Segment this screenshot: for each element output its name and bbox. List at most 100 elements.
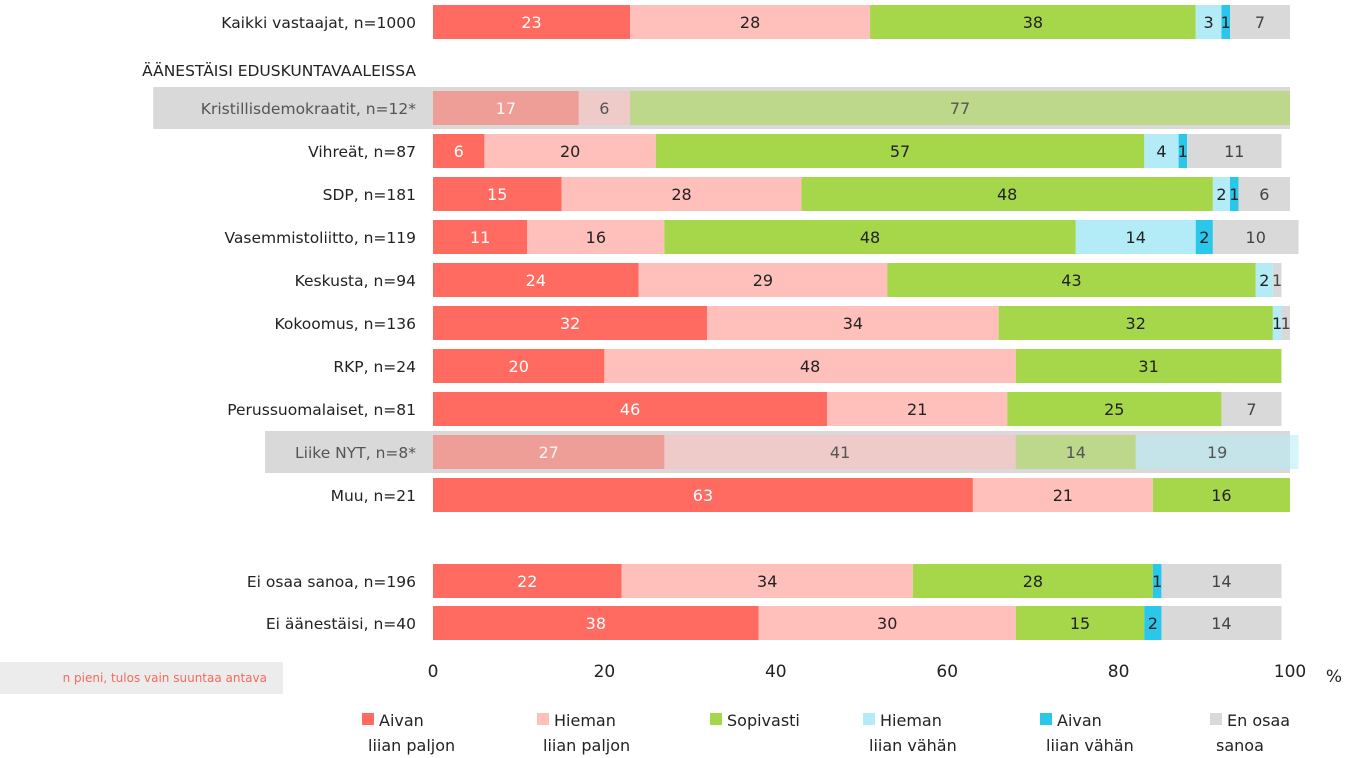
data-label: 63 bbox=[693, 486, 713, 505]
data-label: 29 bbox=[753, 271, 773, 290]
data-label: 32 bbox=[1126, 314, 1146, 333]
bar-segment bbox=[621, 564, 913, 598]
bar-segment bbox=[655, 134, 1145, 168]
bar-segment bbox=[630, 91, 1290, 125]
category-label: Vihreät, n=87 bbox=[308, 143, 416, 161]
bar-segment bbox=[1212, 220, 1299, 254]
bar-segment bbox=[433, 606, 759, 640]
data-label: 14 bbox=[1126, 228, 1146, 247]
data-label: 38 bbox=[586, 614, 606, 633]
data-label: 11 bbox=[470, 228, 490, 247]
data-label: 25 bbox=[1104, 400, 1124, 419]
data-label: 6 bbox=[1259, 185, 1269, 204]
data-label: 10 bbox=[1246, 228, 1266, 247]
data-label: 6 bbox=[454, 142, 464, 161]
legend-label: liian paljon bbox=[368, 736, 455, 755]
data-label: 1 bbox=[1221, 13, 1231, 32]
data-label: 48 bbox=[997, 185, 1017, 204]
bar-segment bbox=[1015, 349, 1282, 383]
data-label: 16 bbox=[1211, 486, 1231, 505]
data-label: 7 bbox=[1246, 400, 1256, 419]
data-label: 15 bbox=[487, 185, 507, 204]
data-label: 4 bbox=[1156, 142, 1166, 161]
bar-segment bbox=[1187, 134, 1282, 168]
data-label: 19 bbox=[1207, 443, 1227, 462]
legend-swatch bbox=[863, 713, 875, 725]
data-label: 1 bbox=[1272, 271, 1282, 290]
data-label: 27 bbox=[539, 443, 559, 462]
bar-segment bbox=[1161, 606, 1282, 640]
bar-segment bbox=[664, 220, 1076, 254]
bar-segment bbox=[578, 91, 631, 125]
data-label: 22 bbox=[517, 572, 537, 591]
bar-segment bbox=[1230, 177, 1239, 211]
bar-segment bbox=[433, 177, 562, 211]
data-label: 28 bbox=[671, 185, 691, 204]
bar-segment bbox=[630, 5, 871, 39]
data-label: 1 bbox=[1229, 185, 1239, 204]
bar-segment bbox=[527, 220, 665, 254]
bar-segment bbox=[912, 564, 1153, 598]
bar-segment bbox=[1195, 220, 1213, 254]
bar-segment bbox=[561, 177, 802, 211]
data-label: 6 bbox=[599, 99, 609, 118]
data-label: 17 bbox=[496, 99, 516, 118]
category-label: Kristillisdemokraatit, n=12* bbox=[201, 100, 416, 118]
legend-label: Hieman bbox=[880, 711, 942, 730]
data-label: 1 bbox=[1272, 314, 1282, 333]
data-label: 3 bbox=[1203, 13, 1213, 32]
footnote-box: n pieni, tulos vain suuntaa antava bbox=[0, 662, 283, 694]
data-label: 20 bbox=[560, 142, 580, 161]
data-label: 48 bbox=[800, 357, 820, 376]
bar-segment bbox=[638, 263, 888, 297]
bar-segment bbox=[1178, 134, 1188, 168]
data-label: 38 bbox=[1023, 13, 1043, 32]
legend-label: liian paljon bbox=[543, 736, 630, 755]
bar-segment bbox=[1161, 564, 1282, 598]
bar-segment bbox=[801, 177, 1213, 211]
bar-segment bbox=[1230, 5, 1290, 39]
x-tick-label: 20 bbox=[594, 662, 616, 682]
bar-segment bbox=[1272, 306, 1282, 340]
data-label: 23 bbox=[521, 13, 541, 32]
data-label: 15 bbox=[1070, 614, 1090, 633]
data-label: 57 bbox=[890, 142, 910, 161]
legend-swatch bbox=[1040, 713, 1052, 725]
category-label: Ei osaa sanoa, n=196 bbox=[247, 573, 416, 591]
bar-segment bbox=[433, 220, 528, 254]
legend-label: En osaa bbox=[1227, 711, 1290, 730]
category-label: Kaikki vastaajat, n=1000 bbox=[221, 14, 416, 32]
data-label: 16 bbox=[586, 228, 606, 247]
data-label: 1 bbox=[1178, 142, 1188, 161]
legend-swatch bbox=[710, 713, 722, 725]
data-label: 2 bbox=[1199, 228, 1209, 247]
x-unit-label: % bbox=[1326, 667, 1342, 687]
data-label: 1 bbox=[1152, 572, 1162, 591]
category-label: Ei äänestäisi, n=40 bbox=[266, 615, 416, 633]
bar-segment bbox=[433, 306, 708, 340]
bar-segment bbox=[1272, 263, 1282, 297]
data-label: 43 bbox=[1061, 271, 1081, 290]
bar-segment bbox=[433, 392, 828, 426]
bar-segment bbox=[1281, 306, 1290, 340]
data-label: 31 bbox=[1138, 357, 1158, 376]
category-label: Kokoomus, n=136 bbox=[274, 315, 416, 333]
data-label: 2 bbox=[1216, 185, 1226, 204]
data-label: 48 bbox=[860, 228, 880, 247]
data-label: 28 bbox=[740, 13, 760, 32]
data-label: 28 bbox=[1023, 572, 1043, 591]
bar-segment bbox=[484, 134, 656, 168]
x-tick-label: 0 bbox=[428, 662, 439, 682]
bar-segment bbox=[1075, 220, 1196, 254]
data-label: 77 bbox=[950, 99, 970, 118]
x-tick-label: 100 bbox=[1274, 662, 1306, 682]
bar-segment bbox=[433, 435, 665, 469]
data-label: 30 bbox=[877, 614, 897, 633]
data-label: 34 bbox=[757, 572, 777, 591]
bar-segment bbox=[1007, 392, 1222, 426]
data-label: 14 bbox=[1211, 614, 1231, 633]
data-label: 7 bbox=[1255, 13, 1265, 32]
category-label: RKP, n=24 bbox=[333, 358, 416, 376]
bar-segment bbox=[1212, 177, 1231, 211]
data-label: 20 bbox=[509, 357, 529, 376]
